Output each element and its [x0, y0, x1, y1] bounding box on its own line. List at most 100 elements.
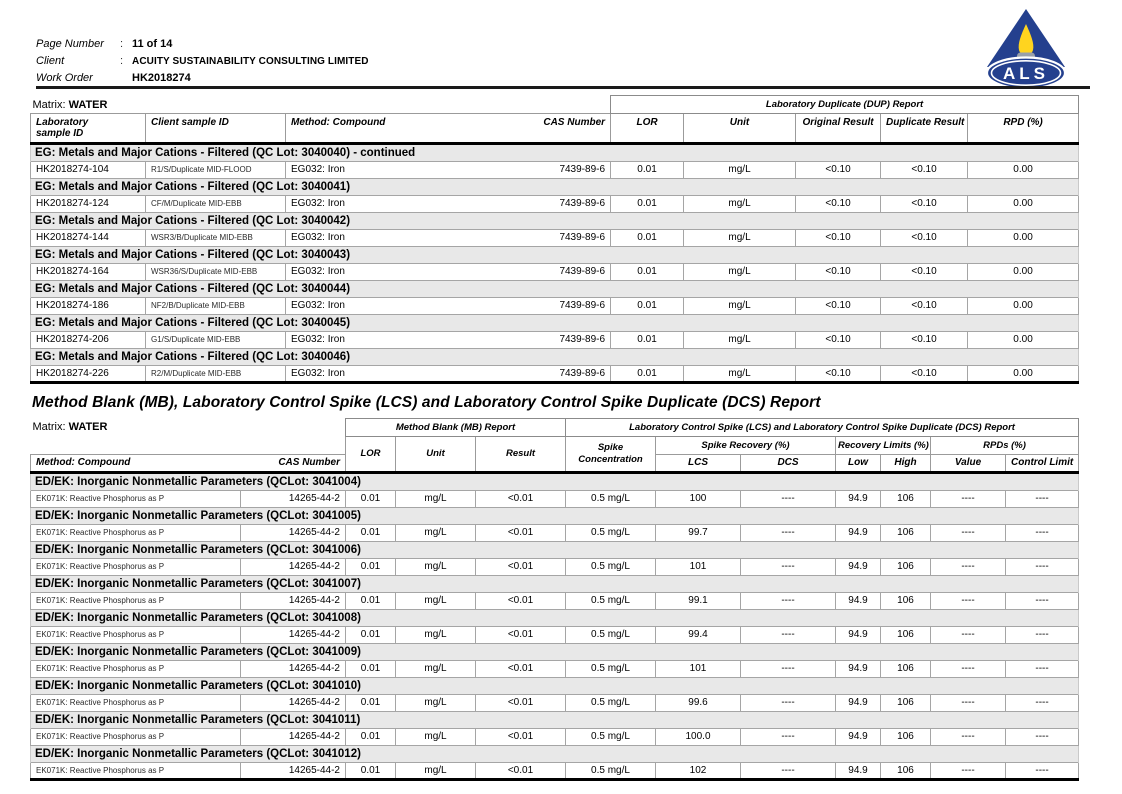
cell-unit: mg/L	[683, 262, 797, 281]
cell-cas-number: 14265-44-2	[240, 625, 346, 644]
cell-cas-number: 14265-44-2	[240, 693, 346, 712]
laboratory-duplicate-table: Matrix: WATER Laboratory Duplicate (DUP)…	[29, 95, 1080, 384]
cell-dcs-recovery: ----	[740, 693, 836, 712]
cell-rpd-control-limit: ----	[1004, 659, 1080, 678]
cell-cas-number: 7439-89-6	[505, 330, 612, 349]
table-row: EK071K: Reactive Phosphorus as P 14265-44…	[30, 625, 1080, 644]
qc-lot-section-title: ED/EK: Inorganic Nonmetallic Parameters …	[29, 471, 1080, 490]
col-lor: LOR	[610, 112, 685, 145]
qc-lot-section-title: EG: Metals and Major Cations - Filtered …	[29, 245, 1080, 263]
cell-rpd: 0.00	[967, 194, 1080, 213]
cell-rpd-control-limit: ----	[1004, 693, 1080, 712]
cell-spike-concentration: 0.5 mg/L	[565, 523, 656, 542]
cell-unit: mg/L	[395, 727, 476, 746]
qc-lot-section-row: EG: Metals and Major Cations - Filtered …	[29, 177, 1080, 195]
col-lcs: LCS	[655, 453, 741, 474]
cell-result: <0.01	[475, 693, 566, 712]
cell-result: <0.01	[475, 659, 566, 678]
matrix-value: WATER	[68, 421, 108, 433]
col-result: Result	[475, 435, 566, 474]
col-value: Value	[930, 453, 1006, 474]
cell-result: <0.01	[475, 625, 566, 644]
table-row: HK2018274-164 WSR36/S/Duplicate MID-EBB EG…	[30, 262, 1080, 281]
table-row: EK071K: Reactive Phosphorus as P 14265-44…	[30, 761, 1080, 780]
client-row: Client : ACUITY SUSTAINABILITY CONSULTIN…	[36, 55, 369, 72]
cell-cas-number: 7439-89-6	[505, 262, 612, 281]
cell-spike-concentration: 0.5 mg/L	[565, 557, 656, 576]
cell-spike-concentration: 0.5 mg/L	[565, 489, 656, 508]
cell-laboratory-sample-id: HK2018274-124	[30, 194, 146, 213]
als-logo-icon: ALS	[985, 9, 1067, 90]
dup-matrix-row: Matrix: WATER Laboratory Duplicate (DUP)…	[30, 95, 1080, 114]
cell-recovery-low: 94.9	[835, 523, 881, 542]
cell-result: <0.01	[475, 727, 566, 746]
cell-lor: 0.01	[610, 330, 685, 349]
page-number-label: Page Number	[36, 38, 104, 50]
cell-original-result: <0.10	[795, 330, 882, 349]
dup-column-headers: Laboratory sample ID Client sample ID Me…	[30, 112, 1080, 145]
cell-rpd-value: ----	[930, 727, 1006, 746]
col-cas-number: CAS Number	[240, 453, 346, 474]
col-lab-line2: sample ID	[36, 127, 84, 139]
cell-recovery-high: 106	[880, 591, 931, 610]
method-blank-lcs-table: Matrix: WATER Method Blank (MB) Report L…	[29, 417, 1080, 781]
cell-client-sample-id: R1/S/Duplicate MID-FLOOD	[145, 160, 286, 179]
col-lor: LOR	[345, 435, 396, 474]
cell-rpd-value: ----	[930, 659, 1006, 678]
cell-original-result: <0.10	[795, 228, 882, 247]
cell-recovery-low: 94.9	[835, 489, 881, 508]
col-recovery-limits-group: Recovery Limits (%)	[835, 435, 931, 455]
qc-lot-section-row: ED/EK: Inorganic Nonmetallic Parameters …	[29, 574, 1080, 592]
table-row: EK071K: Reactive Phosphorus as P 14265-44…	[30, 557, 1080, 576]
qc-lot-section-title: EG: Metals and Major Cations - Filtered …	[29, 279, 1080, 297]
table-row: EK071K: Reactive Phosphorus as P 14265-44…	[30, 489, 1080, 508]
table-row: EK071K: Reactive Phosphorus as P 14265-44…	[30, 523, 1080, 542]
cell-rpd-value: ----	[930, 625, 1006, 644]
cell-client-sample-id: G1/S/Duplicate MID-EBB	[145, 330, 286, 349]
dup-group-header: Laboratory Duplicate (DUP) Report	[610, 95, 1080, 114]
cell-rpd: 0.00	[967, 296, 1080, 315]
cell-lcs-recovery: 102	[655, 761, 741, 780]
cell-lor: 0.01	[610, 262, 685, 281]
col-spike-concentration: Spike Concentration	[565, 435, 656, 474]
qc-lot-section-title: ED/EK: Inorganic Nonmetallic Parameters …	[29, 574, 1080, 592]
als-logo: ALS	[984, 7, 1068, 91]
col-dcs: DCS	[740, 453, 836, 474]
qc-lot-section-row: ED/EK: Inorganic Nonmetallic Parameters …	[29, 744, 1080, 762]
cell-dcs-recovery: ----	[740, 761, 836, 780]
cell-method-compound: EK071K: Reactive Phosphorus as P	[30, 523, 241, 542]
cell-rpd-control-limit: ----	[1004, 761, 1080, 780]
cell-method-compound: EG032: Iron	[285, 296, 506, 315]
cell-recovery-high: 106	[880, 557, 931, 576]
cell-cas-number: 7439-89-6	[505, 364, 612, 383]
cell-cas-number: 14265-44-2	[240, 761, 346, 780]
cell-cas-number: 7439-89-6	[505, 296, 612, 315]
cell-result: <0.01	[475, 489, 566, 508]
qc-lot-section-row: ED/EK: Inorganic Nonmetallic Parameters …	[29, 471, 1080, 490]
cell-method-compound: EG032: Iron	[285, 194, 506, 213]
cell-unit: mg/L	[395, 693, 476, 712]
cell-recovery-low: 94.9	[835, 625, 881, 644]
cell-result: <0.01	[475, 761, 566, 780]
matrix-value: WATER	[68, 98, 108, 111]
cell-lcs-recovery: 99.7	[655, 523, 741, 542]
matrix-prefix: Matrix:	[32, 98, 66, 111]
cell-rpd: 0.00	[967, 160, 1080, 179]
qc-lot-section-row: EG: Metals and Major Cations - Filtered …	[29, 211, 1080, 229]
cell-lcs-recovery: 101	[655, 557, 741, 576]
cell-rpd-control-limit: ----	[1004, 727, 1080, 746]
cell-method-compound: EK071K: Reactive Phosphorus as P	[30, 693, 241, 712]
cell-rpd-value: ----	[930, 761, 1006, 780]
cell-rpd: 0.00	[967, 228, 1080, 247]
table-row: HK2018274-226 R2/M/Duplicate MID-EBB EG032…	[30, 364, 1080, 383]
cell-result: <0.01	[475, 523, 566, 542]
cell-lor: 0.01	[345, 727, 396, 746]
qc-lot-section-title: ED/EK: Inorganic Nonmetallic Parameters …	[29, 608, 1080, 626]
cell-spike-concentration: 0.5 mg/L	[565, 693, 656, 712]
cell-unit: mg/L	[683, 364, 797, 383]
qc-lot-section-title: EG: Metals and Major Cations - Filtered …	[29, 177, 1080, 195]
col-control-limit: Control Limit	[1004, 453, 1080, 474]
qc-lot-section-row: ED/EK: Inorganic Nonmetallic Parameters …	[29, 676, 1080, 694]
cell-dcs-recovery: ----	[740, 489, 836, 508]
